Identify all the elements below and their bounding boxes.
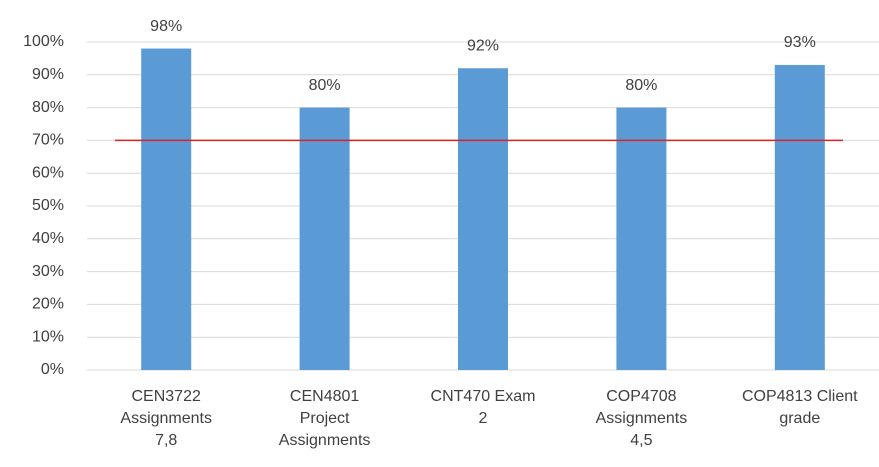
- y-tick-label: 20%: [32, 296, 64, 313]
- bar: [774, 64, 825, 371]
- y-tick-label: 60%: [32, 164, 64, 181]
- bar: [616, 107, 667, 370]
- bar: [299, 107, 350, 370]
- x-tick-label: CNT470 Exam 2: [430, 388, 536, 427]
- value-label: 80%: [625, 77, 657, 94]
- bar: [141, 48, 192, 371]
- x-tick-label: COP4813 Client grade: [741, 388, 858, 427]
- x-tick-label: COP4708 Assignments 4,5: [595, 388, 688, 449]
- x-tick-label: CEN3722 Assignments 7,8: [120, 388, 212, 449]
- y-tick-label: 10%: [32, 328, 64, 345]
- value-label: 80%: [309, 77, 341, 94]
- y-tick-label: 70%: [32, 132, 64, 149]
- y-tick-label: 80%: [32, 99, 64, 116]
- y-tick-label: 30%: [32, 263, 64, 280]
- value-label: 92%: [467, 37, 499, 54]
- bar: [458, 68, 508, 371]
- y-tick-label: 90%: [32, 66, 64, 83]
- y-tick-label: 50%: [32, 197, 64, 214]
- y-tick-label: 100%: [23, 33, 64, 50]
- y-tick-label: 40%: [32, 230, 64, 247]
- x-tick-label: CEN4801 Project Assignments: [278, 388, 371, 449]
- value-label: 98%: [150, 18, 182, 35]
- y-tick-label: 0%: [41, 361, 64, 378]
- value-label: 93%: [784, 34, 816, 51]
